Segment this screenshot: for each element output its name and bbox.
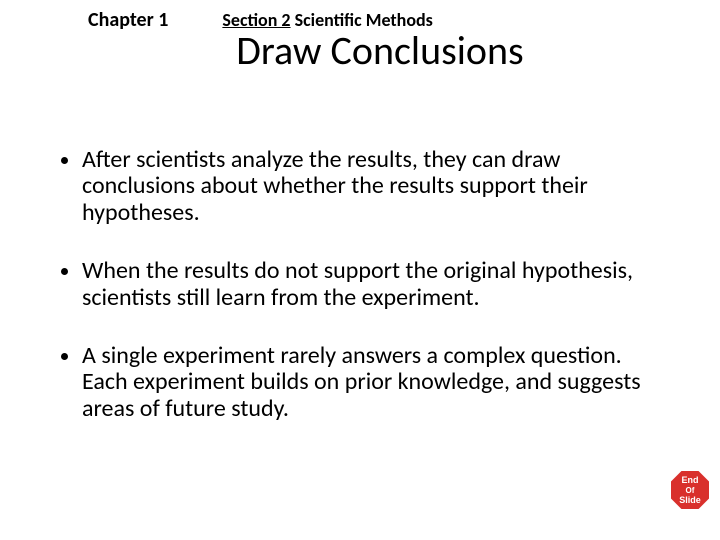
badge-text-bot: Slide: [679, 495, 701, 505]
badge-text-mid: Of: [686, 486, 695, 495]
list-item: When the results do not support the orig…: [82, 258, 668, 311]
badge-text-top: End: [682, 475, 699, 485]
list-item: After scientists analyze the results, th…: [82, 147, 668, 226]
end-of-slide-icon: End Of Slide: [668, 468, 712, 512]
list-item: A single experiment rarely answers a com…: [82, 343, 668, 422]
chapter-label: Chapter 1: [88, 8, 168, 32]
bullet-list: After scientists analyze the results, th…: [0, 147, 720, 422]
slide-title: Draw Conclusions: [40, 26, 720, 75]
